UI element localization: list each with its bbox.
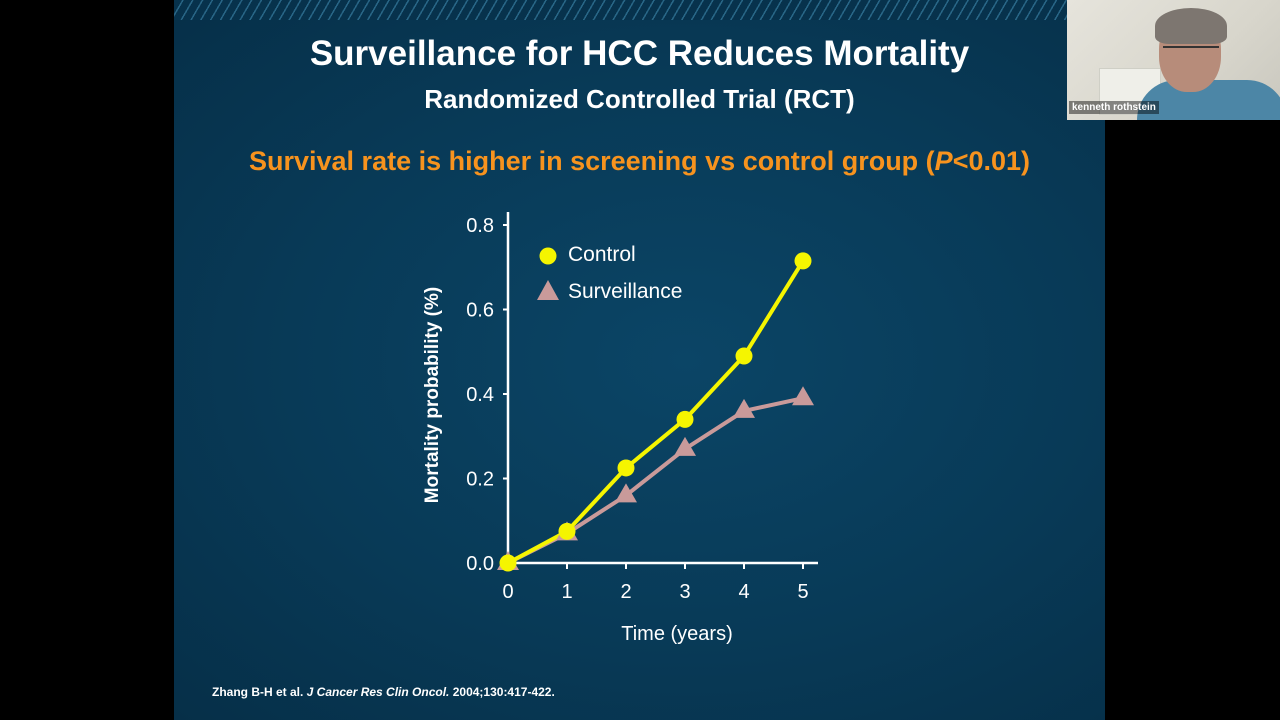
data-point-surveillance bbox=[615, 483, 637, 503]
legend-control-label: Control bbox=[568, 243, 636, 266]
data-point-surveillance bbox=[733, 398, 755, 418]
x-tick-label: 1 bbox=[561, 581, 572, 603]
decorative-stripe-bar bbox=[174, 0, 1105, 20]
participant-video[interactable]: kenneth rothstein bbox=[1067, 0, 1280, 120]
x-tick-label: 3 bbox=[679, 581, 690, 603]
citation-journal: J Cancer Res Clin Oncol. bbox=[306, 685, 450, 699]
slide-title: Surveillance for HCC Reduces Mortality bbox=[309, 34, 970, 73]
y-tick-label: 0.4 bbox=[466, 384, 494, 406]
headline-p: P bbox=[934, 146, 953, 176]
data-point-control bbox=[794, 252, 812, 270]
y-tick-label: 0.2 bbox=[466, 469, 494, 491]
legend-surveillance-label: Surveillance bbox=[568, 280, 682, 303]
citation: Zhang B-H et al. J Cancer Res Clin Oncol… bbox=[212, 685, 555, 699]
data-point-surveillance bbox=[792, 386, 814, 406]
data-point-surveillance bbox=[674, 436, 696, 456]
headline-p-value: <0.01) bbox=[952, 146, 1030, 176]
x-tick-label: 4 bbox=[738, 581, 749, 603]
participant-glasses bbox=[1163, 46, 1219, 56]
data-point-control bbox=[676, 410, 694, 428]
series-line-control bbox=[507, 259, 805, 565]
x-tick-label: 5 bbox=[797, 581, 808, 603]
x-axis-label: Time (years) bbox=[621, 623, 732, 645]
y-tick-label: 0.0 bbox=[466, 553, 494, 575]
citation-authors: Zhang B-H et al. bbox=[212, 685, 307, 699]
legend-surveillance-marker bbox=[537, 280, 559, 300]
y-tick-label: 0.6 bbox=[466, 300, 494, 322]
y-tick-label: 0.8 bbox=[466, 215, 494, 237]
headline-text: Survival rate is higher in screening vs … bbox=[249, 146, 935, 176]
data-point-control bbox=[499, 554, 517, 572]
presentation-slide: Surveillance for HCC Reduces Mortality R… bbox=[174, 0, 1105, 720]
x-tick-label: 0 bbox=[502, 581, 513, 603]
x-tick-label: 2 bbox=[620, 581, 631, 603]
data-point-control bbox=[735, 347, 753, 365]
participant-hair bbox=[1155, 8, 1227, 44]
slide-subtitle: Randomized Controlled Trial (RCT) bbox=[424, 84, 855, 114]
participant-shirt bbox=[1137, 80, 1280, 120]
legend: Control Surveillance bbox=[537, 243, 682, 303]
y-axis-label: Mortality probability (%) bbox=[422, 287, 443, 503]
slide-headline: Survival rate is higher in screening vs … bbox=[174, 146, 1105, 177]
axes: 0.0 0.2 0.4 0.6 0.8 0 1 2 3 4 5 bbox=[466, 212, 818, 603]
data-point-control bbox=[558, 522, 576, 540]
participant-name-label: kenneth rothstein bbox=[1069, 101, 1159, 114]
legend-control-marker bbox=[539, 247, 557, 265]
series-markers bbox=[497, 252, 814, 572]
citation-details: 2004;130:417-422. bbox=[449, 685, 555, 699]
data-point-control bbox=[617, 459, 635, 477]
series-lines bbox=[507, 259, 805, 565]
